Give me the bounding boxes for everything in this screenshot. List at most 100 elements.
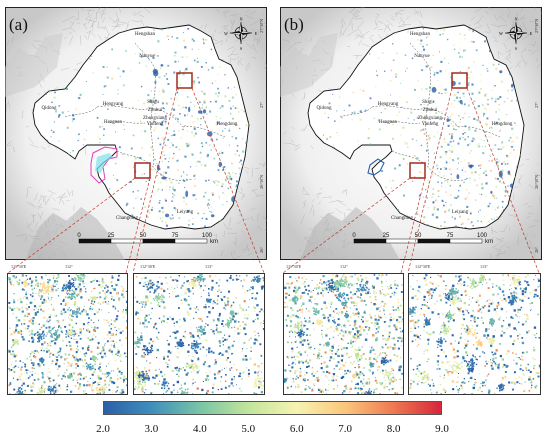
coord-label-lat: 27°30'N <box>534 19 539 33</box>
coord-label-lon: 113° <box>205 264 213 269</box>
water-outline <box>367 158 385 176</box>
coord-label-lon: 112°30'E <box>415 264 431 269</box>
zoom-box-north <box>451 72 468 89</box>
coord-label-lat: 26° <box>259 247 264 253</box>
scale-bar-unit: km <box>485 239 493 245</box>
scale-bar-segment <box>417 238 451 244</box>
inset-a-left-canvas <box>8 274 127 394</box>
scale-bar-segment <box>353 238 387 244</box>
city-label: Qidong <box>317 106 333 111</box>
inset-pixels <box>8 274 127 394</box>
city-label: Yanfeng <box>147 122 164 127</box>
coord-label-lon: 113° <box>480 264 488 269</box>
colorbar <box>103 401 442 415</box>
city-label: Hengyang <box>103 102 124 107</box>
compass-letter: N <box>240 17 243 22</box>
inset-b-left <box>283 273 404 395</box>
north-arrow-icon: N S W E <box>499 17 533 52</box>
north-arrow-icon: N S W E <box>224 17 258 52</box>
scale-bar-tick: 25 <box>108 233 115 239</box>
compass-letter: S <box>240 46 242 51</box>
panel-label-a: (a) <box>9 15 28 34</box>
scale-bar-segment <box>110 238 144 244</box>
mountain-shade <box>5 33 63 97</box>
inset-pixels <box>284 274 403 394</box>
inset-b-right-canvas <box>409 274 540 394</box>
inset-a-right <box>133 273 265 395</box>
colorbar-tick-label: 4.0 <box>193 423 207 435</box>
colorbar-tick-label: 5.0 <box>241 423 256 435</box>
colorbar-tick-label: 7.0 <box>338 423 352 435</box>
coord-label-lon: 111°30'E <box>286 264 302 269</box>
scale-bar-segment <box>385 238 419 244</box>
scale-bar-tick: 75 <box>172 233 179 239</box>
inset-pixels <box>134 274 264 394</box>
scale-bar-segment <box>174 238 208 244</box>
compass-letter: S <box>515 46 517 51</box>
colorbar-tick-label: 3.0 <box>144 423 159 435</box>
city-label: Zhuhui <box>423 108 438 113</box>
map-panel-b: Hengshan Nanyue Hengyang Shigu Zhuhui Zhengxi… <box>280 7 542 260</box>
city-label: Hengnan <box>104 120 123 125</box>
coord-label-lat: 26°30'N <box>259 175 264 189</box>
coord-label-lon: 112° <box>340 264 348 269</box>
colorbar-tick-label: 9.0 <box>435 423 449 435</box>
highlight-patch-fill <box>95 153 113 173</box>
city-label: Changning <box>391 216 413 221</box>
scale-bar-segment <box>142 238 176 244</box>
scale-bar-tick: 75 <box>447 233 454 239</box>
inset-a-right-canvas <box>134 274 264 394</box>
coord-labels-bottom: 111°30'E 112° 112°30'E 113° <box>11 264 213 269</box>
scale-bar-tick: 50 <box>140 233 147 239</box>
city-label: Hengshan <box>410 32 430 37</box>
scale-bar-tick: 50 <box>415 233 422 239</box>
coord-label-lon: 112°30'E <box>140 264 156 269</box>
colorbar-tick-label: 8.0 <box>386 423 401 435</box>
colorbar-tick-label: 2.0 <box>96 423 110 435</box>
city-label: Shigu <box>422 100 434 105</box>
inset-b-left-canvas <box>284 274 403 394</box>
inset-a-left <box>7 273 128 395</box>
compass-letter: W <box>224 31 228 36</box>
inset-pixels <box>409 274 540 394</box>
city-label: Qidong <box>42 106 58 111</box>
map-a-canvas: Hengshan Nanyue Hengyang Shigu Zhuhui Zhengxi… <box>5 7 267 260</box>
scale-bar-tick: 25 <box>383 233 390 239</box>
inset-b-right <box>408 273 541 395</box>
city-label: Hengdong <box>492 122 513 127</box>
city-label: Nanyue <box>139 54 155 59</box>
scale-bar-unit: km <box>210 239 218 245</box>
city-label: Zhengxiang <box>418 116 442 121</box>
coord-label-lat: 26°30'N <box>534 175 539 189</box>
map-b-canvas: Hengshan Nanyue Hengyang Shigu Zhuhui Zhengxi… <box>280 7 542 260</box>
coord-label-lon: 111°30'E <box>11 264 27 269</box>
panel-label-b: (b) <box>284 15 304 34</box>
coord-label-lat: 26° <box>534 247 539 253</box>
city-label: Nanyue <box>414 54 430 59</box>
compass-letter: E <box>255 31 258 36</box>
coord-label-lat: 27°30'N <box>259 19 264 33</box>
compass-letter: W <box>499 31 503 36</box>
city-label: Hengdong <box>217 122 238 127</box>
zoom-box-north <box>176 72 193 89</box>
colorbar-tick-label: 6.0 <box>289 423 304 435</box>
coord-label-lat: 27° <box>534 102 539 108</box>
city-label: Hengyang <box>378 102 399 107</box>
city-label: Leiyang <box>177 210 194 215</box>
compass-letter: N <box>515 17 518 22</box>
coord-label-lat: 27° <box>259 102 264 108</box>
city-label: Yanfeng <box>422 122 439 127</box>
city-label: Hengnan <box>379 120 398 125</box>
mountain-shade <box>280 33 338 97</box>
compass-letter: E <box>530 31 533 36</box>
coord-labels-bottom: 111°30'E 112° 112°30'E 113° <box>286 264 488 269</box>
scale-bar-segment <box>78 238 112 244</box>
map-panel-a: Hengshan Nanyue Hengyang Shigu Zhuhui Zhengxi… <box>5 7 267 260</box>
scale-bar-segment <box>449 238 483 244</box>
city-label: Leiyang <box>452 210 469 215</box>
coord-label-lon: 112° <box>65 264 73 269</box>
city-label: Zhengxiang <box>143 116 167 121</box>
city-label: Hengshan <box>135 32 155 37</box>
city-label: Shigu <box>147 100 159 105</box>
city-label: Changning <box>116 216 138 221</box>
